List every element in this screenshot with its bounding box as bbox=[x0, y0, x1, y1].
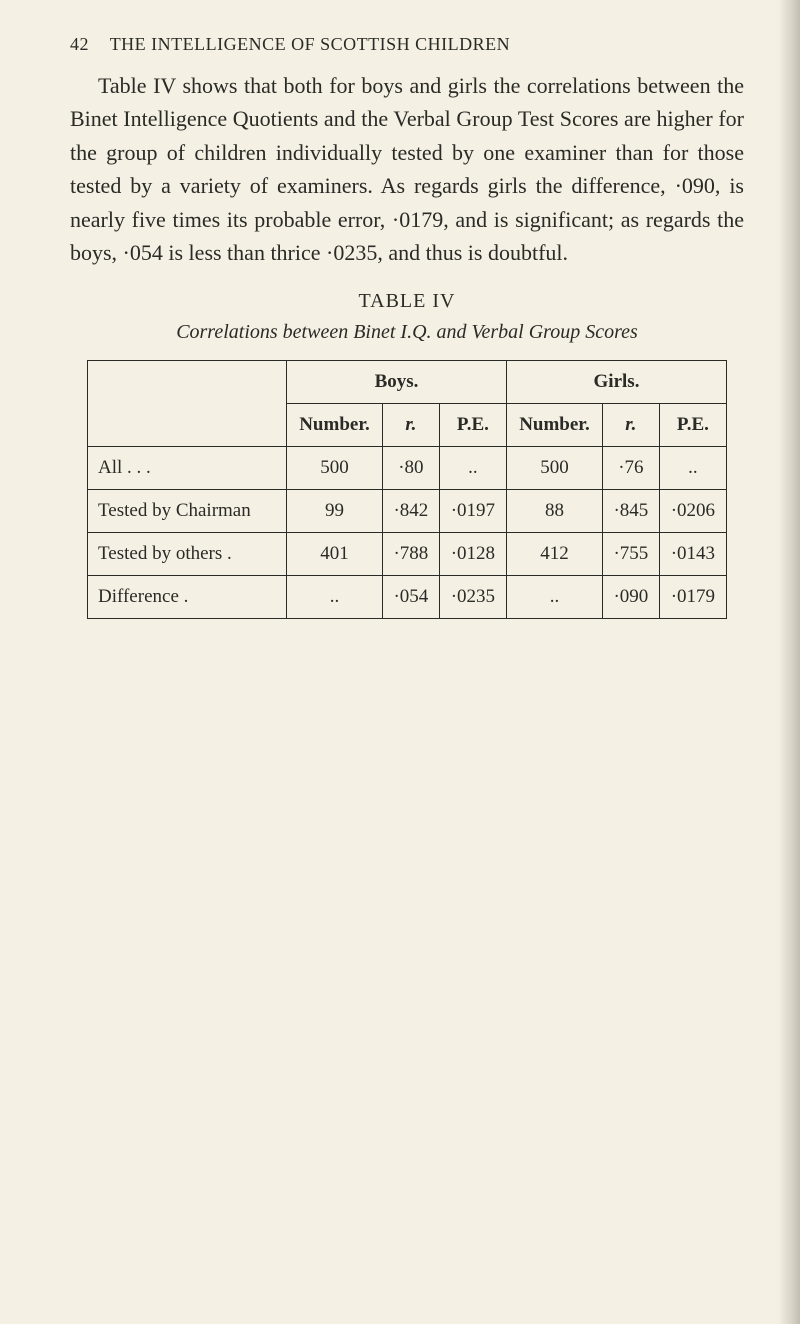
cell: ·80 bbox=[382, 446, 439, 489]
cell: 88 bbox=[506, 489, 602, 532]
cell: 500 bbox=[506, 446, 602, 489]
body-paragraph: Table IV shows that both for boys and gi… bbox=[70, 69, 744, 270]
cell: .. bbox=[287, 575, 383, 618]
cell: .. bbox=[506, 575, 602, 618]
cell: .. bbox=[439, 446, 506, 489]
cell: .. bbox=[659, 446, 726, 489]
cell: ·0235 bbox=[439, 575, 506, 618]
running-head-text: THE INTELLIGENCE OF SCOTTISH CHILDREN bbox=[110, 34, 510, 54]
row-stub: All . . . bbox=[88, 446, 287, 489]
cell: ·0179 bbox=[659, 575, 726, 618]
cell: 99 bbox=[287, 489, 383, 532]
row-stub: Tested by others . bbox=[88, 532, 287, 575]
cell: ·788 bbox=[382, 532, 439, 575]
row-stub: Difference . bbox=[88, 575, 287, 618]
cell: ·090 bbox=[602, 575, 659, 618]
cell: 500 bbox=[287, 446, 383, 489]
sub-header: P.E. bbox=[659, 403, 726, 446]
sub-header: r. bbox=[602, 403, 659, 446]
table-label: TABLE IV bbox=[70, 290, 744, 313]
page: 42 THE INTELLIGENCE OF SCOTTISH CHILDREN… bbox=[0, 0, 800, 659]
sub-header: P.E. bbox=[439, 403, 506, 446]
cell: 412 bbox=[506, 532, 602, 575]
sub-header: r. bbox=[382, 403, 439, 446]
cell: ·0197 bbox=[439, 489, 506, 532]
cell: ·842 bbox=[382, 489, 439, 532]
table-row: Difference . .. ·054 ·0235 .. ·090 ·0179 bbox=[88, 575, 727, 618]
table-row: All . . . 500 ·80 .. 500 ·76 .. bbox=[88, 446, 727, 489]
table-group-header-row: Boys. Girls. bbox=[88, 360, 727, 403]
table-row: Tested by others . 401 ·788 ·0128 412 ·7… bbox=[88, 532, 727, 575]
sub-header: Number. bbox=[506, 403, 602, 446]
cell: ·0143 bbox=[659, 532, 726, 575]
cell: ·0128 bbox=[439, 532, 506, 575]
cell: ·054 bbox=[382, 575, 439, 618]
group-header-girls: Girls. bbox=[506, 360, 726, 403]
group-header-boys: Boys. bbox=[287, 360, 507, 403]
page-number: 42 bbox=[70, 34, 89, 54]
stub-header-blank bbox=[88, 360, 287, 446]
cell: ·755 bbox=[602, 532, 659, 575]
cell: ·0206 bbox=[659, 489, 726, 532]
cell: ·845 bbox=[602, 489, 659, 532]
cell: 401 bbox=[287, 532, 383, 575]
table-row: Tested by Chairman 99 ·842 ·0197 88 ·845… bbox=[88, 489, 727, 532]
table-caption: Correlations between Binet I.Q. and Verb… bbox=[70, 321, 744, 344]
cell: ·76 bbox=[602, 446, 659, 489]
correlation-table: Boys. Girls. Number. r. P.E. Number. r. … bbox=[87, 360, 727, 619]
running-head: 42 THE INTELLIGENCE OF SCOTTISH CHILDREN bbox=[70, 34, 744, 55]
sub-header: Number. bbox=[287, 403, 383, 446]
row-stub: Tested by Chairman bbox=[88, 489, 287, 532]
